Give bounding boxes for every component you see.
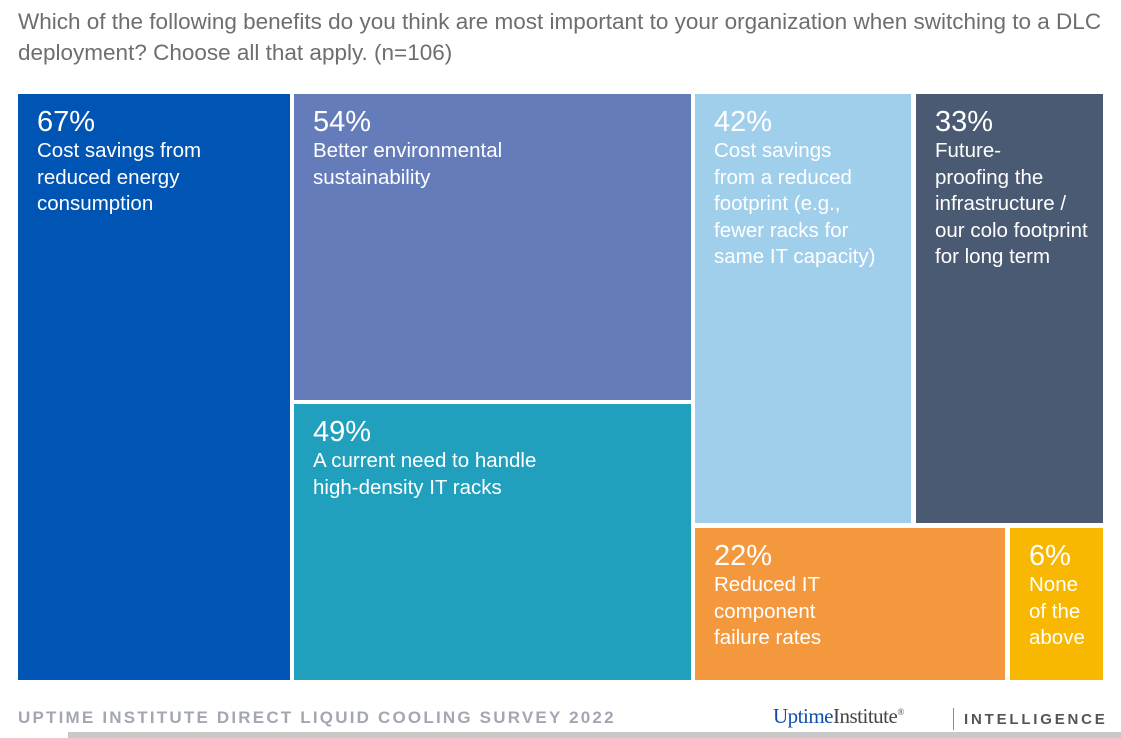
tile-value-label: 6%: [1029, 540, 1071, 572]
tile-category-label: Cost savings from reduced energy consump…: [37, 139, 202, 215]
tile-value-label: 22%: [714, 540, 773, 572]
division-label: INTELLIGENCE: [964, 711, 1108, 728]
tile-value-label: 67%: [37, 106, 96, 138]
tile-value-label: 54%: [313, 106, 372, 138]
treemap-tile: 42% Cost savings from a reduced footprint…: [695, 94, 911, 523]
treemap-tile: 54% Better environmental sustainability: [294, 94, 691, 400]
chart-title: Which of the following benefits do you t…: [18, 9, 1102, 65]
tile-value-label: 33%: [935, 106, 994, 138]
source-note: UPTIME INSTITUTE DIRECT LIQUID COOLING S…: [18, 708, 616, 727]
treemap-tile: 22% Reduced IT component failure rates: [695, 528, 1005, 680]
treemap-tile: 33% Future- proofing the infrastructure /…: [916, 94, 1103, 523]
uptime-institute-logo: UptimeInstitute®: [773, 704, 904, 729]
horizontal-scrollbar[interactable]: [68, 732, 1121, 738]
logo-part-2: Institute: [833, 704, 898, 728]
tile-category-label: Cost savings from a reduced footprint (e…: [714, 139, 876, 268]
divider: [953, 708, 954, 730]
treemap-tile: 67% Cost savings from reduced energy cons…: [18, 94, 290, 680]
tile-category-label: None of the above: [1029, 573, 1085, 649]
tile-category-label: Future- proofing the infrastructure / ou…: [935, 139, 1088, 268]
treemap-tile: 6% None of the above: [1010, 528, 1103, 680]
tile-category-label: Reduced IT component failure rates: [714, 573, 822, 649]
tile-value-label: 42%: [714, 106, 773, 138]
tile-category-label: A current need to handle high-density IT…: [313, 449, 537, 499]
logo-part-1: Uptime: [773, 704, 834, 728]
treemap-tile: 49% A current need to handle high-density…: [294, 404, 691, 680]
tile-value-label: 49%: [313, 416, 372, 448]
logo-mark: ®: [897, 707, 904, 717]
tile-category-label: Better environmental sustainability: [313, 139, 503, 189]
